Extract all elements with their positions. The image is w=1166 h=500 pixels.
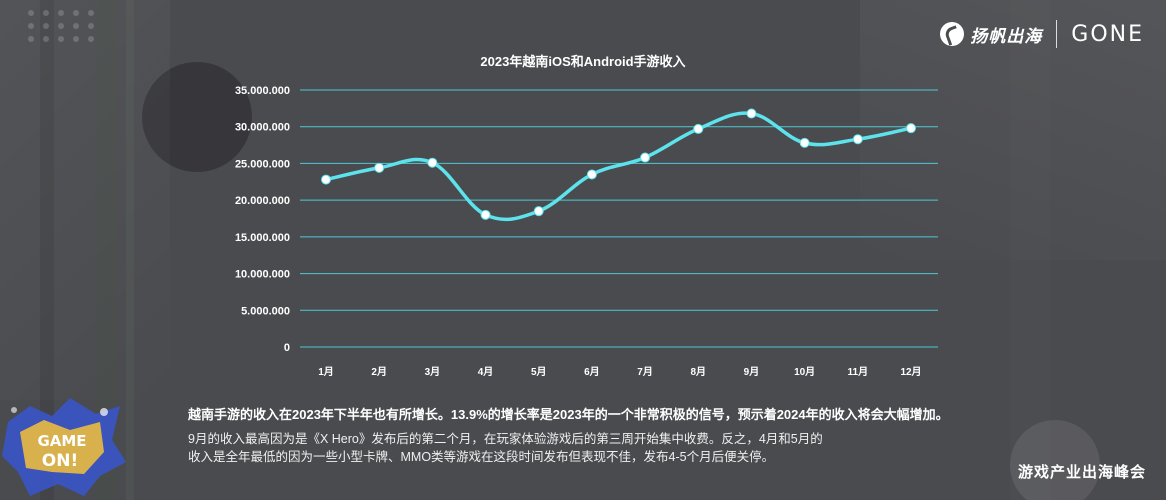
badge-text: GAME — [37, 432, 86, 450]
data-point — [480, 209, 491, 220]
x-tick-label: 6月 — [584, 366, 600, 378]
y-tick-label: 20.000.000 — [235, 195, 290, 207]
data-point — [852, 134, 863, 145]
bg-stripe — [126, 0, 134, 500]
y-tick-label: 35.000.000 — [235, 85, 290, 97]
data-point — [693, 123, 704, 134]
x-tick-label: 1月 — [318, 366, 334, 378]
data-point — [427, 157, 438, 168]
detail-line: 收入是全年最低的因为一些小型卡牌、MMO类等游戏在这段时间发布但表现不佳，发布4… — [188, 450, 775, 464]
line-chart: 0 5.000.000 10.000.000 15.000.000 20.000.000… — [235, 54, 938, 378]
data-point — [321, 174, 331, 185]
data-point — [906, 123, 916, 134]
data-point — [374, 162, 385, 173]
data-points — [321, 108, 916, 220]
x-tick-label: 8月 — [690, 366, 706, 378]
brand-logo: 扬帆出海 — [940, 22, 1042, 47]
x-tick-label: 10月 — [794, 366, 815, 378]
brand-name: 扬帆出海 — [970, 26, 1043, 46]
partner-logo: GONE — [1071, 21, 1144, 47]
bg-dot-grid — [28, 10, 96, 42]
bg-shade — [0, 0, 170, 400]
sail-logo-icon — [940, 22, 965, 46]
footer-label: 游戏产业出海峰会 — [1017, 464, 1146, 481]
data-point — [746, 108, 757, 119]
x-axis-ticks: 1月 2月 3月 4月 5月 6月 7月 8月 9月 10月 11月 12月 — [318, 366, 921, 378]
x-tick-label: 7月 — [637, 366, 653, 378]
y-axis-ticks: 0 5.000.000 10.000.000 15.000.000 20.000.000… — [235, 85, 290, 354]
data-point — [640, 152, 651, 163]
y-tick-label: 25.000.000 — [235, 158, 290, 170]
badge-text: ON! — [42, 451, 78, 471]
brand-header: 扬帆出海 GONE — [940, 20, 1144, 48]
game-on-badge: GAME ON! — [2, 398, 126, 496]
bg-stripe — [1010, 0, 1050, 500]
y-tick-label: 15.000.000 — [235, 232, 290, 244]
data-point — [533, 206, 544, 217]
y-tick-label: 30.000.000 — [235, 122, 290, 134]
y-tick-label: 0 — [284, 342, 290, 354]
x-tick-label: 12月 — [900, 366, 921, 378]
bg-circle — [142, 62, 252, 172]
data-point — [586, 169, 597, 180]
summary-text: 越南手游的收入在2023年下半年也有所增长。13.9%的增长率是2023年的一个… — [188, 407, 949, 422]
x-tick-label: 5月 — [531, 366, 547, 378]
grid-lines — [300, 89, 938, 348]
brand-divider — [1056, 20, 1058, 48]
bg-stripe — [40, 0, 54, 500]
detail-text: 9月的收入最高因为是《X Hero》发布后的第二个月，在玩家体验游戏后的第三周开… — [188, 430, 948, 466]
y-tick-label: 10.000.000 — [235, 269, 290, 281]
x-tick-label: 3月 — [425, 366, 441, 378]
x-tick-label: 11月 — [848, 366, 869, 378]
x-tick-label: 9月 — [744, 366, 760, 378]
detail-line: 9月的收入最高因为是《X Hero》发布后的第二个月，在玩家体验游戏后的第三周开… — [188, 432, 823, 446]
series-line — [324, 111, 913, 222]
x-tick-label: 2月 — [371, 366, 387, 378]
data-point — [799, 137, 810, 148]
chart-title: 2023年越南iOS和Android手游收入 — [480, 54, 685, 69]
bg-circle — [1010, 420, 1100, 500]
x-tick-label: 4月 — [478, 366, 494, 378]
y-tick-label: 5.000.000 — [241, 305, 290, 317]
bg-stripe — [96, 0, 116, 500]
